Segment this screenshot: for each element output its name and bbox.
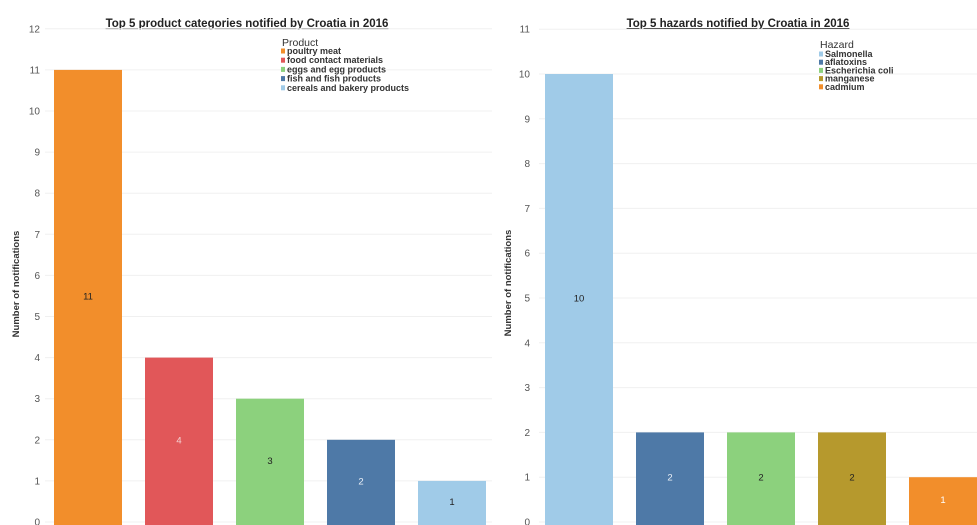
bar-value-label: 4 xyxy=(176,435,181,446)
y-tick-label: 6 xyxy=(34,271,40,282)
bar-value-label: 2 xyxy=(758,473,763,484)
y-axis-ticks: 0 1 2 3 4 5 6 7 8 9 10 11 xyxy=(519,25,531,525)
legend-swatch xyxy=(819,84,823,89)
y-tick-label: 7 xyxy=(34,230,40,241)
y-axis-label: Number of notifications xyxy=(503,230,514,337)
legend-swatch xyxy=(281,58,285,63)
bar-value-label: 2 xyxy=(849,473,854,484)
y-axis-label: Number of notifications xyxy=(11,231,22,338)
bar-value-label: 1 xyxy=(449,497,454,508)
bar-value-label: 2 xyxy=(358,476,363,487)
y-tick-label: 3 xyxy=(34,394,40,405)
y-tick-label: 11 xyxy=(520,25,531,36)
bar-value-label: 10 xyxy=(574,294,585,305)
bars: 11 4 3 2 1 xyxy=(54,70,486,525)
y-tick-label: 0 xyxy=(34,518,40,525)
y-tick-label: 1 xyxy=(524,473,530,484)
bar-value-label: 11 xyxy=(83,291,93,302)
bar-value-label: 2 xyxy=(667,473,672,484)
y-tick-label: 6 xyxy=(524,249,530,260)
legend-swatch xyxy=(819,52,823,57)
legend-swatch xyxy=(281,67,285,72)
hazards-chart: Top 5 hazards notified by Croatia in 201… xyxy=(503,18,977,525)
y-tick-label: 8 xyxy=(34,189,40,200)
bar-value-label: 1 xyxy=(940,495,945,506)
y-tick-label: 7 xyxy=(524,204,530,215)
y-tick-label: 8 xyxy=(524,159,530,170)
y-tick-label: 11 xyxy=(30,65,41,76)
y-tick-label: 5 xyxy=(524,294,530,305)
y-tick-label: 10 xyxy=(519,70,531,81)
bars: 10 2 2 2 1 xyxy=(545,74,977,525)
y-tick-label: 5 xyxy=(34,312,40,323)
product-categories-chart: Top 5 product categories notified by Cro… xyxy=(11,18,492,525)
y-tick-label: 3 xyxy=(524,383,530,394)
chart-title[interactable]: Top 5 hazards notified by Croatia in 201… xyxy=(627,18,850,30)
legend-entry-label[interactable]: cadmium xyxy=(825,82,865,92)
legend-swatch xyxy=(819,76,823,81)
legend-swatch xyxy=(819,68,823,73)
legend-swatch xyxy=(281,49,285,54)
y-tick-label: 12 xyxy=(29,24,41,35)
y-tick-label: 10 xyxy=(29,107,41,118)
legend-swatch xyxy=(281,85,285,90)
y-tick-label: 2 xyxy=(524,428,530,439)
bar-value-label: 3 xyxy=(267,456,272,467)
y-tick-label: 4 xyxy=(34,353,40,364)
y-tick-label: 9 xyxy=(34,148,40,159)
y-tick-label: 4 xyxy=(524,338,530,349)
legend-swatch xyxy=(281,76,285,81)
legend-entry-label[interactable]: cereals and bakery products xyxy=(287,83,409,93)
y-tick-label: 0 xyxy=(524,518,530,525)
legend-swatch xyxy=(819,60,823,65)
chart-title[interactable]: Top 5 product categories notified by Cro… xyxy=(106,18,389,30)
y-tick-label: 2 xyxy=(34,435,40,446)
y-tick-label: 9 xyxy=(524,114,530,125)
y-tick-label: 1 xyxy=(34,476,40,487)
